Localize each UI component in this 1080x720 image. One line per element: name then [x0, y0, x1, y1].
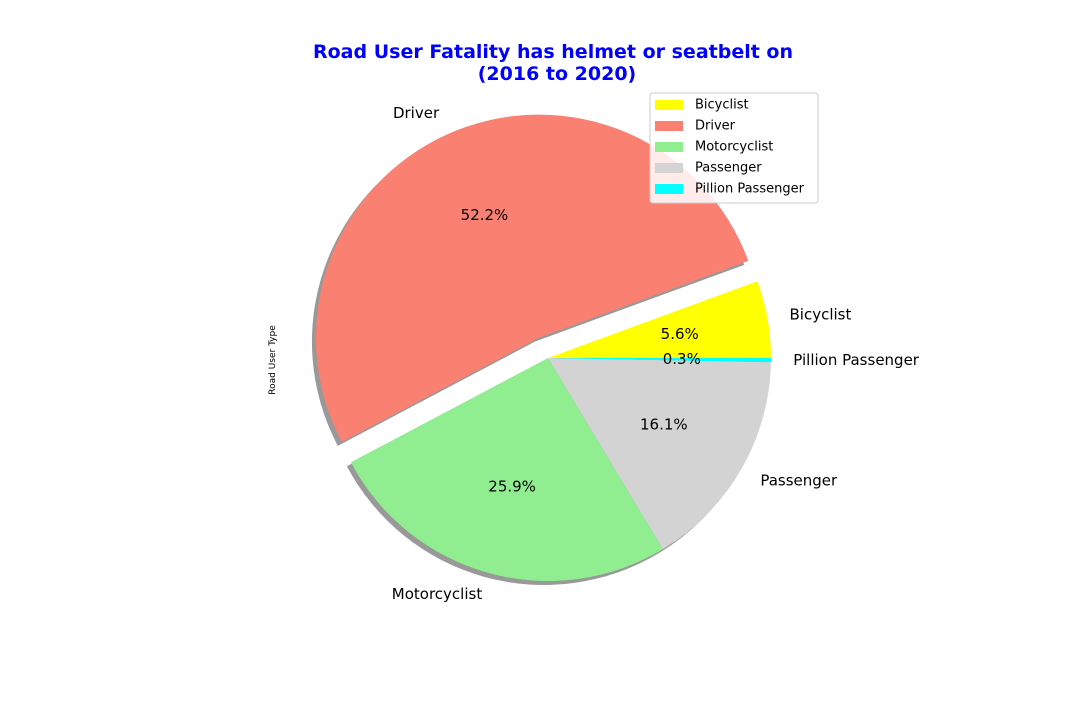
- slice-motorcyclist: [350, 358, 663, 581]
- slice-label-passenger: Passenger: [760, 471, 838, 489]
- slice-bicyclist: [548, 281, 771, 358]
- legend-label-motorcyclist: Motorcyclist: [695, 140, 773, 155]
- slice-passenger: [548, 358, 771, 550]
- slice-label-bicyclist: Bicyclist: [790, 306, 852, 324]
- legend-entries: Bicyclist Driver Motorcyclist Passenger Pill…: [655, 98, 805, 197]
- legend-swatch-bicyclist: [655, 100, 683, 110]
- chart-title-line1: Road User Fatality has helmet or seatbel…: [313, 41, 793, 63]
- chart-title-line2: (2016 to 2020): [478, 63, 637, 85]
- legend-box: [649, 92, 819, 204]
- slice-pillion-passenger: [548, 358, 771, 363]
- legend-label-passenger: Passenger: [695, 161, 762, 176]
- legend-swatch-pillion-passenger: [655, 184, 683, 194]
- y-axis-label: Road User Type: [268, 325, 278, 395]
- legend-swatch-passenger: [655, 163, 683, 173]
- slice-pct-driver: 52.2%: [461, 206, 509, 224]
- legend-label-driver: Driver: [695, 119, 736, 134]
- legend-label-bicyclist: Bicyclist: [695, 98, 749, 113]
- slice-pct-passenger: 16.1%: [640, 415, 688, 433]
- legend-label-pillion-passenger: Pillion Passenger: [695, 182, 805, 197]
- slice-driver: [315, 114, 749, 442]
- chart-title: Road User Fatality has helmet or seatbel…: [313, 41, 793, 85]
- slice-pct-motorcyclist: 25.9%: [488, 477, 536, 495]
- slice-pct-bicyclist: 5.6%: [661, 325, 699, 343]
- legend-swatch-motorcyclist: [655, 142, 683, 152]
- slice-label-pillion-passenger: Pillion Passenger: [793, 351, 920, 369]
- slice-pct-pillion-passenger: 0.3%: [663, 350, 701, 368]
- slice-label-motorcyclist: Motorcyclist: [392, 585, 483, 603]
- legend-swatch-driver: [655, 121, 683, 131]
- slice-labels: Bicyclist 5.6% Driver 52.2% Motorcyclist 25.9…: [392, 104, 920, 603]
- legend: Bicyclist Driver Motorcyclist Passenger Pill…: [649, 92, 819, 204]
- pie-slices: [315, 114, 771, 581]
- slice-label-driver: Driver: [393, 104, 440, 122]
